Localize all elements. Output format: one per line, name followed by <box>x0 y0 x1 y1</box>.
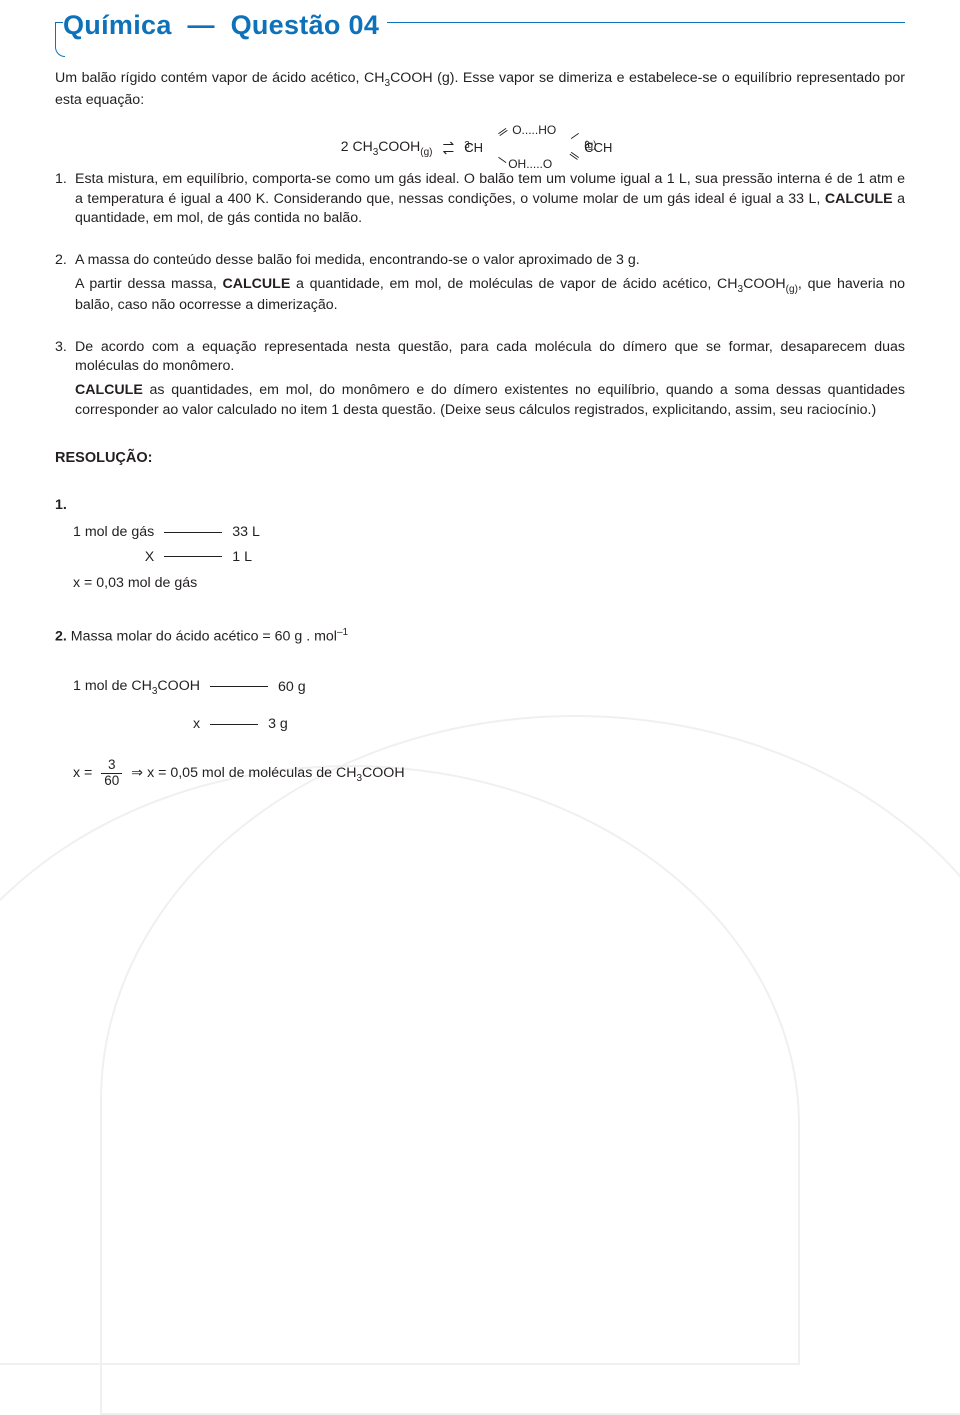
question-item-1: Esta mistura, em equilíbrio, comporta-se… <box>55 170 905 229</box>
r2-head-line: 2. Massa molar do ácido acético = 60 g .… <box>55 625 905 648</box>
r2-num: 2. <box>55 629 67 645</box>
q2-sub-a: A partir dessa massa, <box>75 276 223 292</box>
dimer-structure: CH3C O.....HO OH.....O ═ ─ ─ ═ CCH3(g) <box>464 124 619 172</box>
q1-main: Esta mistura, em equilíbrio, comporta-se… <box>75 171 905 207</box>
q2-state: (g) <box>786 283 798 294</box>
r1-row1-r: 33 L <box>232 521 260 544</box>
r2-proportion-2: x 3 g <box>193 713 288 736</box>
page-content: Química — Questão 04 Um balão rígido con… <box>0 0 960 789</box>
intro-paragraph: Um balão rígido contém vapor de ácido ac… <box>55 69 905 110</box>
dimer-bot: OH.....O <box>508 157 552 171</box>
equilibrium-arrows-icon: ⇀↽ <box>442 141 454 155</box>
r2-row2-l: x <box>193 713 200 736</box>
intro-text-a: Um balão rígido contém vapor de ácido ac… <box>55 70 385 86</box>
q2-sub-b: a quantidade, em mol, de moléculas de va… <box>290 276 737 292</box>
r1-num: 1. <box>55 494 905 517</box>
dimer-top: O.....HO <box>512 123 556 137</box>
proportion-line <box>164 532 222 533</box>
r1-row2-r: 1 L <box>232 546 260 569</box>
r2-exp: –1 <box>337 627 348 638</box>
q2-main: A massa do conteúdo desse balão foi medi… <box>75 252 640 268</box>
resolution-2: 2. Massa molar do ácido acético = 60 g .… <box>55 625 905 789</box>
r2-answer-line: x = 3 60 ⇒ x = 0,05 mol de moléculas de … <box>73 758 905 789</box>
header-subject: Química <box>63 10 172 40</box>
resolution-title: RESOLUÇÃO: <box>55 450 905 466</box>
q1-bold: CALCULE <box>825 191 893 207</box>
r2-ans-pre: x = <box>73 765 96 781</box>
r2-ans-post: ⇒ x = 0,05 mol de moléculas de CH <box>131 765 356 781</box>
question-item-2: A massa do conteúdo desse balão foi medi… <box>55 251 905 316</box>
r1-proportion: 1 mol de gás 33 L X 1 L <box>73 521 260 568</box>
frac-den: 60 <box>101 774 122 789</box>
q2-bold: CALCULE <box>223 276 291 292</box>
q3-sub-a: as quantidades, em mol, do monômero e do… <box>75 382 905 418</box>
chemical-equation: 2 CH3COOH(g) ⇀↽ CH3C O.....HO OH.....O ═… <box>55 114 905 162</box>
r1-row1-l: 1 mol de gás <box>73 521 154 544</box>
proportion-line <box>210 686 268 687</box>
question-header: Química — Questão 04 <box>55 10 905 41</box>
r2-proportion: 1 mol de CH3COOH 60 g <box>73 675 306 700</box>
frac-num: 3 <box>101 758 122 774</box>
q3-sub: CALCULE as quantidades, em mol, do monôm… <box>75 381 905 420</box>
fraction: 3 60 <box>101 758 122 789</box>
r2-row1-r: 60 g <box>278 676 306 699</box>
r1-answer: x = 0,03 mol de gás <box>73 572 905 595</box>
eq-state-l: (g) <box>420 147 432 158</box>
resolution-1: 1. 1 mol de gás 33 L X 1 L x = 0,03 mol … <box>55 494 905 595</box>
single-bond-tr: ─ <box>567 127 583 145</box>
eq-lhs: 2 CH3COOH(g) <box>341 138 433 158</box>
double-bond-br: ═ <box>569 150 581 161</box>
header-question-label: Questão 04 <box>231 10 380 40</box>
question-list: Esta mistura, em equilíbrio, comporta-se… <box>55 170 905 420</box>
header-sep: — <box>187 10 214 40</box>
q2-sub-c: COOH <box>743 276 786 292</box>
proportion-line <box>210 724 258 725</box>
eq-lhs-a: 2 CH <box>341 138 373 154</box>
eq-lhs-b: COOH <box>378 138 420 154</box>
q3-bold: CALCULE <box>75 382 143 398</box>
proportion-line <box>164 556 222 557</box>
r2-row2-r: 3 g <box>268 713 288 736</box>
r2-ans-post2: COOH <box>362 765 405 781</box>
double-bond-tl: ═ <box>497 126 509 137</box>
r2-head: Massa molar do ácido acético = 60 g . mo… <box>67 629 337 645</box>
question-item-3: De acordo com a equação representada nes… <box>55 338 905 420</box>
q3-main: De acordo com a equação representada nes… <box>75 339 905 375</box>
r2-row1-l: 1 mol de CH3COOH <box>73 675 200 700</box>
header-title: Química — Questão 04 <box>63 10 387 41</box>
q2-sub: A partir dessa massa, CALCULE a quantida… <box>75 275 905 316</box>
r1-row2-l: X <box>145 546 154 569</box>
